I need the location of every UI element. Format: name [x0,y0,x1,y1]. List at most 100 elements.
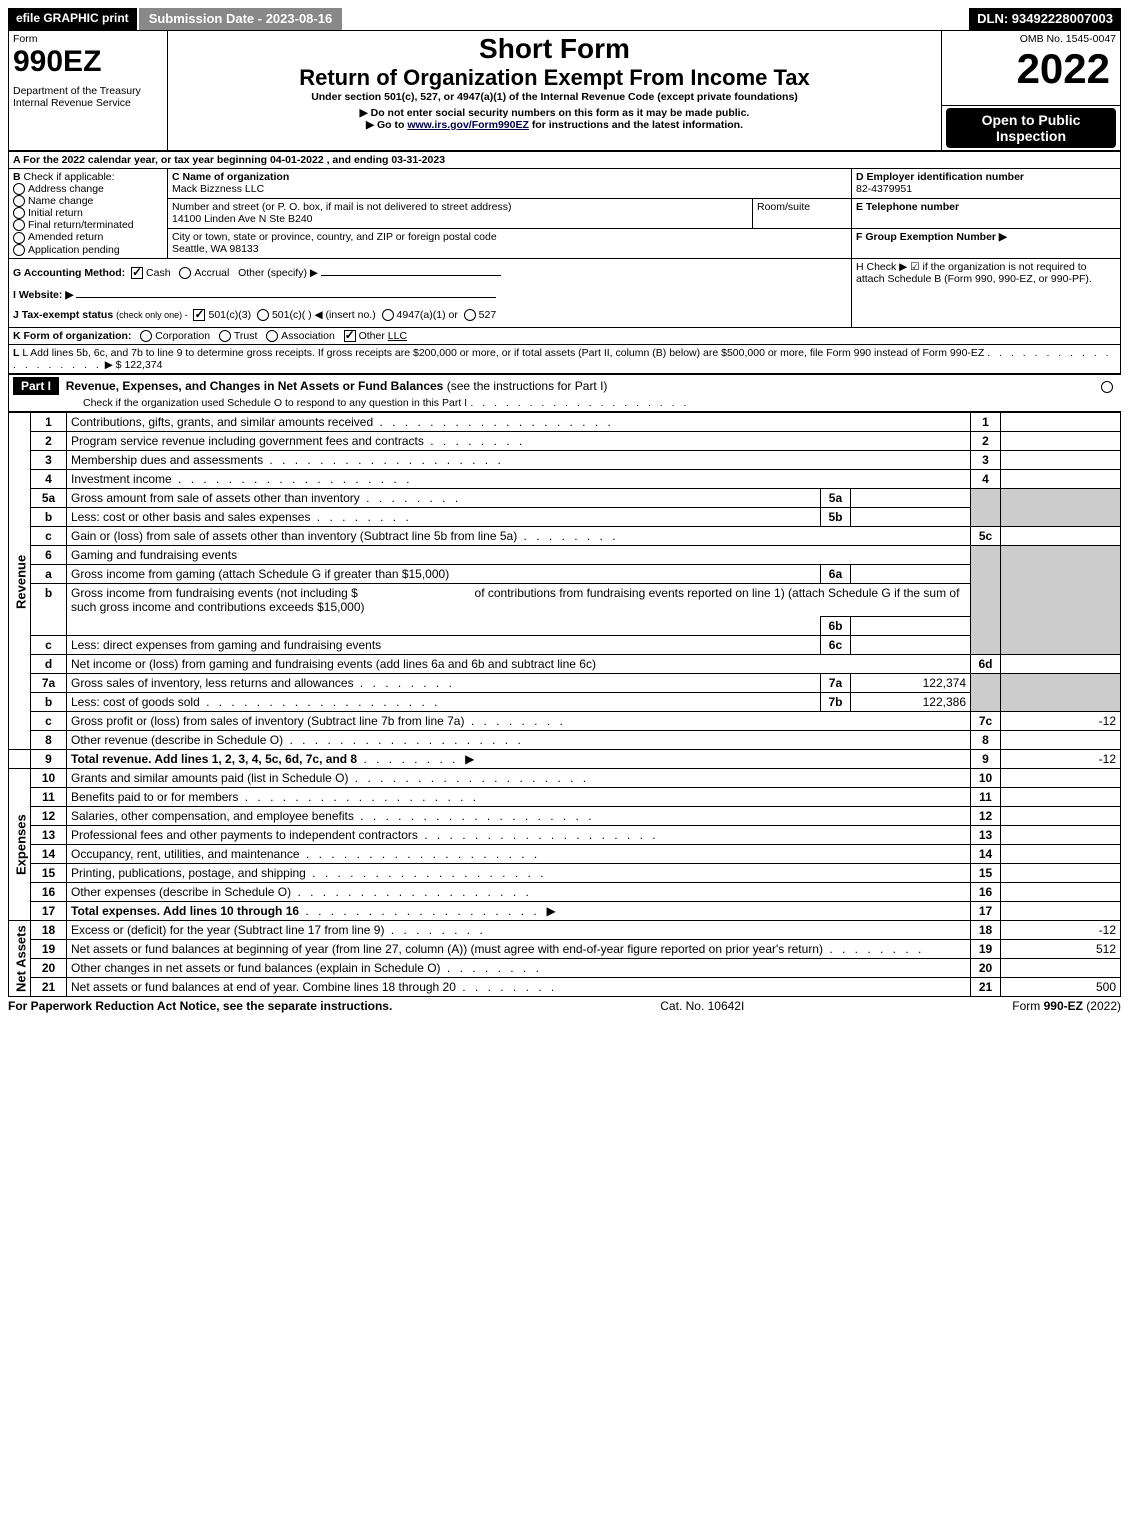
chk-final-return[interactable] [13,219,25,231]
chk-501c3[interactable] [193,309,205,321]
lineno-9: 9 [31,750,67,769]
section-c-street: Number and street (or P. O. box, if mail… [168,198,753,228]
val-7c: -12 [1001,712,1121,731]
lineno-10: 10 [31,769,67,788]
lineno-12: 12 [31,807,67,826]
sub-5a: 5a [820,489,850,508]
sub-5b: 5b [820,508,850,527]
line-21-text: Net assets or fund balances at end of ye… [67,978,971,997]
check-if-applicable: Check if applicable: [24,171,115,183]
sub-6c: 6c [820,636,850,655]
section-b-label: B [13,171,21,183]
label-form-org: K Form of organization: [13,330,131,342]
chk-application-pending[interactable] [13,244,25,256]
val-5c [1001,527,1121,546]
subtitle: Under section 501(c), 527, or 4947(a)(1)… [172,91,937,103]
subval-6c [850,636,970,655]
line-13-text: Professional fees and other payments to … [67,826,971,845]
irs-link[interactable]: www.irs.gov/Form990EZ [407,119,529,131]
line-8-text: Other revenue (describe in Schedule O) .… [67,731,971,750]
val-16 [1001,883,1121,902]
side-revenue: Revenue [9,413,31,750]
box-5c: 5c [971,527,1001,546]
amount-arrow: ▶ $ [105,359,122,371]
val-4 [1001,470,1121,489]
box-4: 4 [971,470,1001,489]
efile-print-button[interactable]: efile GRAPHIC print [8,8,139,30]
chk-527[interactable] [464,309,476,321]
val-6d [1001,655,1121,674]
chk-accrual[interactable] [179,267,191,279]
chk-other-org[interactable] [344,330,356,342]
box-14: 14 [971,845,1001,864]
dln-label: DLN: 93492228007003 [969,8,1121,30]
line-12-text: Salaries, other compensation, and employ… [67,807,971,826]
subval-5a [850,489,970,508]
lineno-7c: c [31,712,67,731]
line-20-text: Other changes in net assets or fund bala… [67,959,971,978]
lineno-7b: b [31,693,67,712]
part-i-subnote: Check if the organization used Schedule … [13,397,467,409]
line-7a-text: Gross sales of inventory, less returns a… [67,674,821,693]
opt-accrual: Accrual [194,267,229,279]
label-street: Number and street (or P. O. box, if mail… [172,201,511,213]
chk-initial-return[interactable] [13,207,25,219]
opt-trust: Trust [234,330,258,342]
chk-name-change[interactable] [13,195,25,207]
chk-cash[interactable] [131,267,143,279]
chk-address-change[interactable] [13,183,25,195]
val-13 [1001,826,1121,845]
lineno-3: 3 [31,451,67,470]
chk-trust[interactable] [219,330,231,342]
lineno-17: 17 [31,902,67,921]
chk-4947[interactable] [382,309,394,321]
box-7c: 7c [971,712,1001,731]
section-l-text: L Add lines 5b, 6c, and 7b to line 9 to … [22,347,984,359]
lineno-14: 14 [31,845,67,864]
opt-address-change: Address change [28,183,104,195]
box-11: 11 [971,788,1001,807]
lineno-6c: c [31,636,67,655]
label-tax-exempt: J Tax-exempt status [13,309,113,321]
opt-cash: Cash [146,267,171,279]
lineno-8: 8 [31,731,67,750]
val-15 [1001,864,1121,883]
lineno-13: 13 [31,826,67,845]
val-3 [1001,451,1121,470]
box-6d: 6d [971,655,1001,674]
opt-corporation: Corporation [155,330,210,342]
lineno-20: 20 [31,959,67,978]
label-city: City or town, state or province, country… [172,231,497,243]
chk-amended-return[interactable] [13,232,25,244]
label-phone: E Telephone number [856,201,959,213]
val-12 [1001,807,1121,826]
part-i-title: Revenue, Expenses, and Changes in Net As… [66,379,444,393]
lineno-5c: c [31,527,67,546]
line-1-text: Contributions, gifts, grants, and simila… [67,413,971,432]
label-ein: D Employer identification number [856,171,1024,183]
box-20: 20 [971,959,1001,978]
chk-schedule-o[interactable] [1101,381,1113,393]
header-table: Form 990EZ Department of the Treasury In… [8,30,1121,151]
line-5b-text: Less: cost or other basis and sales expe… [67,508,821,527]
lineno-21: 21 [31,978,67,997]
line-6b-cont [67,617,821,636]
line-19-text: Net assets or fund balances at beginning… [67,940,971,959]
val-14 [1001,845,1121,864]
lineno-6b: b [31,584,67,636]
lineno-16: 16 [31,883,67,902]
box-19: 19 [971,940,1001,959]
dept-irs: Internal Revenue Service [13,97,163,109]
city-value: Seattle, WA 98133 [172,243,259,255]
lineno-5b: b [31,508,67,527]
chk-corporation[interactable] [140,330,152,342]
line-14-text: Occupancy, rent, utilities, and maintena… [67,845,971,864]
sub-6a: 6a [820,565,850,584]
section-b: B Check if applicable: Address change Na… [9,168,168,258]
chk-association[interactable] [266,330,278,342]
chk-501c[interactable] [257,309,269,321]
other-org-value: LLC [388,330,407,342]
lineno-2: 2 [31,432,67,451]
gray-7 [971,674,1001,712]
line-6c-text: Less: direct expenses from gaming and fu… [67,636,821,655]
